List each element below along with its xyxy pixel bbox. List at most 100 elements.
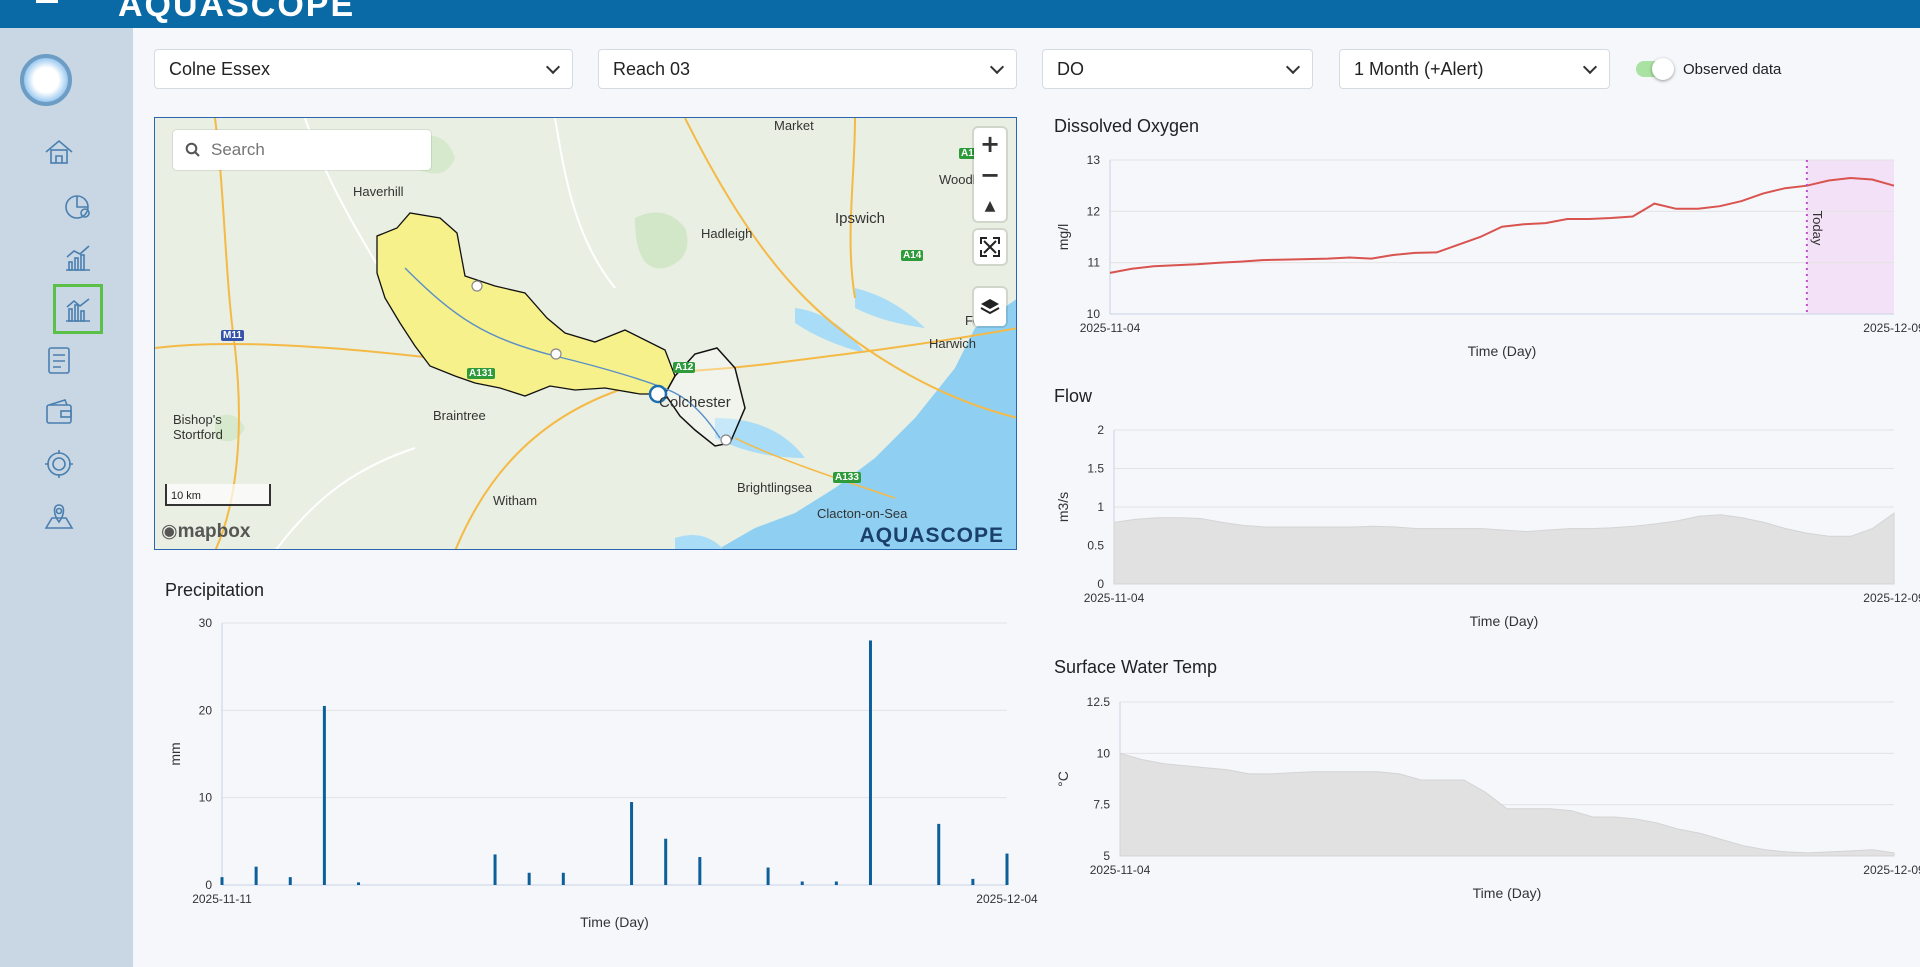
y-tick-label: 1 bbox=[1097, 500, 1104, 514]
checklist-icon[interactable] bbox=[39, 340, 79, 380]
chevron-down-icon bbox=[989, 59, 1005, 74]
place-label: Woodb bbox=[939, 172, 980, 187]
y-tick-label: 5 bbox=[1103, 849, 1110, 863]
sidebar bbox=[0, 28, 133, 967]
y-axis-label: °C bbox=[1055, 771, 1071, 787]
precip-bar bbox=[220, 877, 224, 885]
precip-bar bbox=[561, 872, 565, 885]
top-header: AQUASCOPE bbox=[0, 0, 1920, 28]
map-location-icon[interactable] bbox=[39, 496, 79, 536]
precip-bar bbox=[493, 854, 497, 885]
layers-button[interactable] bbox=[974, 288, 1006, 326]
road-label: A1 bbox=[959, 148, 976, 159]
place-label: Market bbox=[774, 118, 814, 133]
do-chart-title: Dissolved Oxygen bbox=[1054, 116, 1200, 136]
x-axis-label: Time (Day) bbox=[580, 914, 649, 930]
fullscreen-button[interactable] bbox=[974, 230, 1006, 264]
map-view[interactable]: Market Haverhill Hadleigh Ipswich Woodb … bbox=[154, 117, 1017, 550]
precip-bar bbox=[664, 838, 668, 885]
precip-chart: 0 10 20 30 2025-11-11 2025-12-04 Time (Day) mm bbox=[167, 616, 1038, 930]
flow-chart-title: Flow bbox=[1054, 386, 1093, 406]
wallet-icon[interactable] bbox=[39, 392, 79, 432]
area-series bbox=[1113, 512, 1895, 585]
zoom-controls: + − ▲ bbox=[974, 128, 1006, 221]
map-search-input[interactable] bbox=[211, 140, 411, 160]
chevron-down-icon bbox=[545, 59, 561, 74]
precip-bar bbox=[868, 640, 872, 885]
x-tick-label: 2025-11-04 bbox=[1084, 591, 1145, 605]
y-tick-label: 1.5 bbox=[1087, 462, 1104, 476]
mapbox-attribution[interactable]: ◉mapbox bbox=[161, 520, 250, 543]
do-chart: 10 11 12 13 2025-11-04 2025-12-09 Time (Day) mg… bbox=[1055, 153, 1920, 359]
place-label: Harwich bbox=[929, 336, 976, 351]
x-axis-label: Time (Day) bbox=[1468, 343, 1537, 359]
place-label: Witham bbox=[493, 493, 538, 508]
line-series bbox=[1109, 176, 1895, 274]
place-label: Brightlingsea bbox=[737, 480, 813, 495]
x-tick-label: 2025-11-04 bbox=[1090, 863, 1151, 877]
layers-icon bbox=[980, 299, 1000, 315]
precip-bar bbox=[357, 882, 361, 885]
mapbox-logo-icon: ◉ bbox=[161, 521, 178, 542]
toggle-knob bbox=[1652, 58, 1674, 80]
x-tick-label: 2025-12-09 bbox=[1863, 321, 1920, 335]
parameter-select[interactable]: DO bbox=[1042, 49, 1313, 89]
precip-bar bbox=[698, 857, 702, 885]
precip-bar bbox=[322, 705, 326, 885]
today-label: Today bbox=[1810, 211, 1825, 246]
x-tick-label: 2025-11-11 bbox=[192, 892, 252, 906]
y-tick-label: 12.5 bbox=[1087, 695, 1111, 709]
y-tick-label: 13 bbox=[1087, 153, 1101, 167]
temp-chart-title: Surface Water Temp bbox=[1054, 657, 1218, 677]
profile-logo[interactable] bbox=[20, 54, 72, 106]
y-tick-label: 10 bbox=[1097, 746, 1111, 760]
place-label: Colchester bbox=[659, 394, 731, 411]
zoom-out-button[interactable]: − bbox=[974, 159, 1006, 190]
place-label: Ipswich bbox=[835, 210, 886, 227]
observed-data-toggle[interactable] bbox=[1636, 58, 1674, 80]
x-tick-label: 2025-12-04 bbox=[976, 892, 1038, 906]
api-settings-icon[interactable] bbox=[39, 444, 79, 484]
catchment-select[interactable]: Colne Essex bbox=[154, 49, 573, 89]
precip-bar bbox=[288, 877, 292, 885]
road-label: A133 bbox=[833, 472, 861, 483]
y-tick-label: 11 bbox=[1088, 256, 1101, 270]
place-label: Stortford bbox=[173, 427, 223, 442]
road-label: A131 bbox=[467, 368, 495, 379]
pie-chart-icon[interactable] bbox=[58, 186, 98, 226]
x-tick-label: 2025-11-04 bbox=[1080, 321, 1141, 335]
y-tick-label: 0 bbox=[205, 878, 212, 892]
precip-bar bbox=[834, 881, 838, 885]
place-label: Haverhill bbox=[353, 184, 404, 199]
y-tick-label: 20 bbox=[199, 703, 213, 717]
zoom-in-button[interactable]: + bbox=[974, 128, 1006, 159]
catchment-value: Colne Essex bbox=[169, 58, 271, 79]
chevron-down-icon bbox=[1582, 59, 1598, 74]
parameter-value: DO bbox=[1057, 58, 1084, 79]
mapbox-label: mapbox bbox=[177, 521, 251, 542]
y-tick-label: 2 bbox=[1097, 423, 1104, 437]
x-axis-label: Time (Day) bbox=[1473, 885, 1542, 901]
y-tick-label: 7.5 bbox=[1093, 798, 1110, 812]
menu-icon[interactable] bbox=[36, 0, 58, 3]
observed-data-label: Observed data bbox=[1683, 61, 1782, 78]
period-select[interactable]: 1 Month (+Alert) bbox=[1339, 49, 1610, 89]
road-label: A12 bbox=[673, 362, 696, 373]
precip-bar bbox=[766, 867, 770, 885]
trend-chart-icon[interactable] bbox=[58, 238, 98, 278]
analytics-icon[interactable] bbox=[53, 284, 103, 334]
precip-bar bbox=[1005, 853, 1009, 885]
y-tick-label: 0 bbox=[1097, 577, 1104, 591]
alert-band bbox=[1806, 160, 1894, 314]
map-search-box[interactable] bbox=[173, 130, 431, 170]
precip-bar bbox=[630, 802, 634, 885]
y-axis-label: mg/l bbox=[1055, 224, 1071, 250]
x-axis-label: Time (Day) bbox=[1470, 613, 1539, 629]
flow-chart: 0 0.5 1 1.5 2 2025-11-04 2025-12-09 Time (Day) m… bbox=[1055, 423, 1920, 629]
reach-select[interactable]: Reach 03 bbox=[598, 49, 1017, 89]
home-icon[interactable] bbox=[39, 132, 79, 172]
place-label: Braintree bbox=[433, 408, 486, 423]
compass-button[interactable]: ▲ bbox=[974, 190, 1006, 221]
precip-chart-title: Precipitation bbox=[165, 580, 265, 600]
precip-bar bbox=[527, 872, 531, 885]
